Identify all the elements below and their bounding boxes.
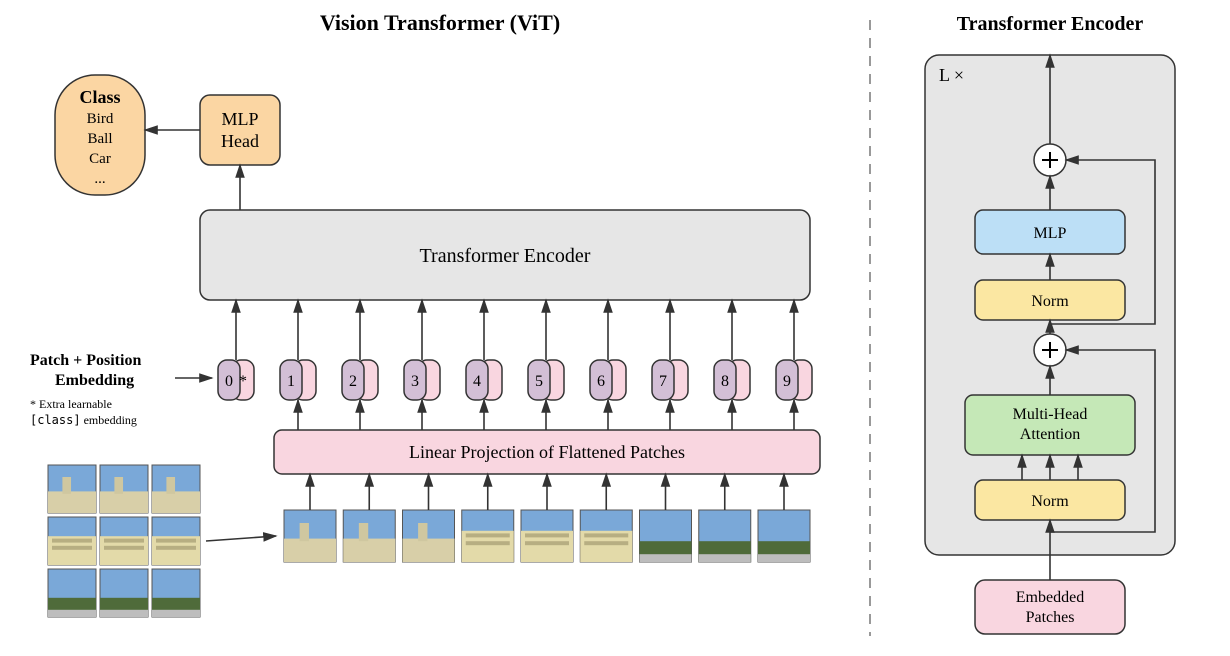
patch-thumb [152, 465, 200, 513]
pp-l2: Embedding [55, 372, 134, 389]
svg-text:Norm: Norm [1031, 493, 1069, 510]
patch-thumb [100, 465, 148, 513]
linear-proj-label: Linear Projection of Flattened Patches [409, 442, 685, 462]
patch-thumb [100, 517, 148, 565]
pp-l1: Patch + Position [30, 352, 141, 369]
pp-f1: * Extra learnable [30, 397, 112, 411]
mlp-head-l2: Head [221, 131, 259, 151]
svg-text:Multi-Head: Multi-Head [1013, 406, 1088, 423]
svg-text:Norm: Norm [1031, 293, 1069, 310]
svg-text:Embedded: Embedded [1016, 589, 1084, 606]
patch-thumb [343, 510, 395, 562]
encoder-label: Transformer Encoder [420, 245, 591, 267]
mlp-head-box [200, 95, 280, 165]
patch-thumb [48, 517, 96, 565]
patch-thumb [580, 510, 632, 562]
patch-num: 5 [535, 373, 543, 390]
patch-thumb [521, 510, 573, 562]
patch-thumb [48, 465, 96, 513]
patch-thumb [699, 510, 751, 562]
patch-thumb [284, 510, 336, 562]
patch-num: 9 [783, 373, 791, 390]
patch-thumb [758, 510, 810, 562]
svg-text:Patches: Patches [1026, 609, 1075, 626]
patch-num: 6 [597, 373, 605, 390]
vit-diagram: Vision Transformer (ViT) Transformer Enco… [0, 0, 1230, 656]
pp-f2: [class] embedding [30, 413, 137, 427]
patch-thumb [640, 510, 692, 562]
mha-box [965, 395, 1135, 455]
patch-thumb [100, 569, 148, 617]
lx-label: L × [939, 65, 964, 85]
patch-thumb [152, 569, 200, 617]
class-item: ... [94, 171, 105, 187]
patch-thumb [403, 510, 455, 562]
class-title: Class [79, 87, 120, 107]
patch-num: 8 [721, 373, 729, 390]
star-label: * [239, 373, 247, 390]
patch-thumb [462, 510, 514, 562]
class-item: Ball [88, 131, 113, 147]
patch-num: 4 [473, 373, 481, 390]
mlp-head-l1: MLP [221, 109, 258, 129]
right-title: Transformer Encoder [957, 13, 1144, 35]
patch-num: 3 [411, 373, 419, 390]
class-item: Bird [87, 111, 114, 127]
patch-num: 7 [659, 373, 667, 390]
patch-num: 1 [287, 373, 295, 390]
patch-num: 0 [225, 373, 233, 390]
patch-num: 2 [349, 373, 357, 390]
class-item: Car [89, 151, 111, 167]
left-title: Vision Transformer (ViT) [320, 10, 560, 35]
svg-text:MLP: MLP [1034, 225, 1067, 242]
svg-text:Attention: Attention [1020, 426, 1080, 443]
patch-thumb [152, 517, 200, 565]
patch-thumb [48, 569, 96, 617]
